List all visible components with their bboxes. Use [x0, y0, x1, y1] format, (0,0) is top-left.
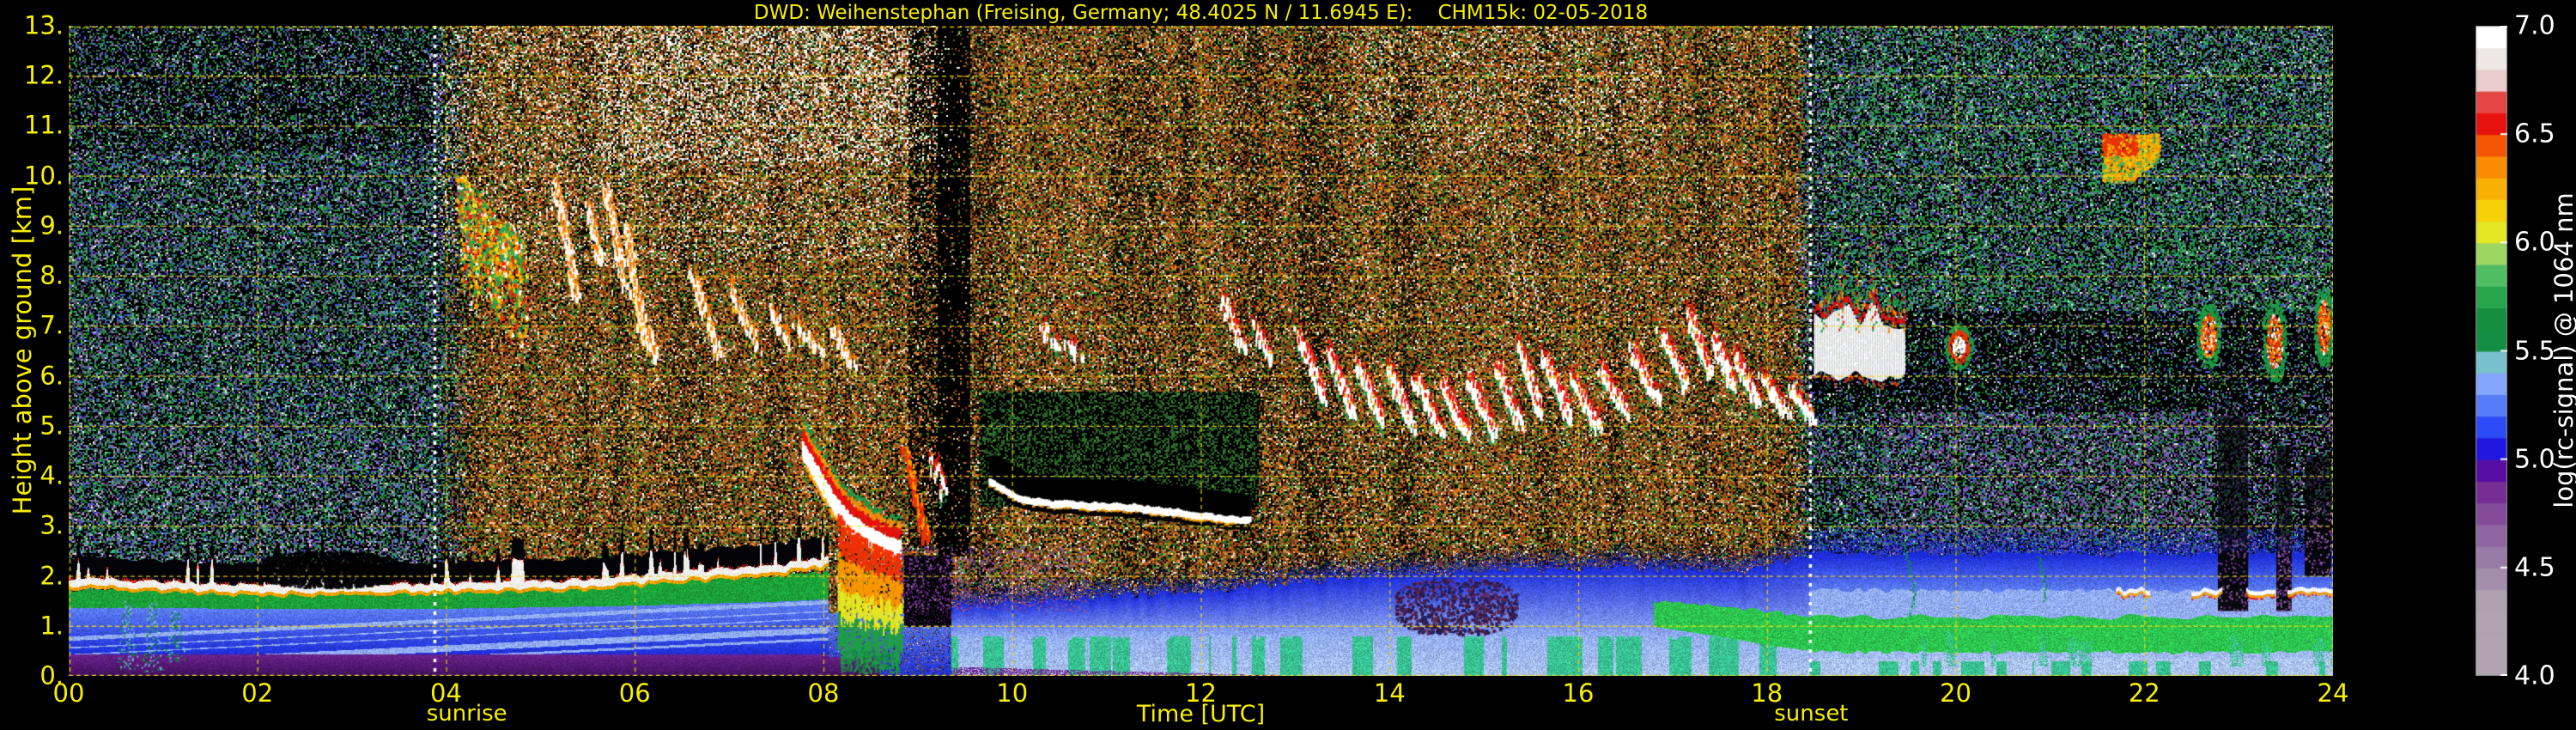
x-tick-label: 20 — [1940, 678, 1971, 708]
colorbar-tick-label: 5.5 — [2514, 336, 2555, 366]
y-tick-label: 1. — [39, 611, 64, 641]
x-tick-label: 12 — [1185, 678, 1217, 708]
x-tick-label: 18 — [1751, 678, 1783, 708]
x-tick-label: 04 — [430, 678, 462, 708]
colorbar-tick-label: 5.0 — [2514, 444, 2555, 475]
sunset-annotation: sunset — [1774, 701, 1849, 727]
x-tick-label: 00 — [52, 678, 85, 708]
y-tick-label: 12. — [23, 60, 64, 90]
plot-title: DWD: Weihenstephan (Freising, Germany; 4… — [753, 2, 1649, 24]
x-tick-label: 08 — [807, 678, 840, 708]
y-tick-label: 6. — [39, 360, 64, 390]
y-tick-label: 0. — [39, 660, 64, 690]
x-tick-label: 22 — [2128, 678, 2160, 708]
y-tick-label: 2. — [39, 560, 64, 590]
colorbar — [2476, 26, 2507, 676]
colorbar-tick-label: 4.5 — [2514, 552, 2555, 583]
sunrise-annotation: sunrise — [426, 701, 507, 727]
y-tick-label: 8. — [39, 260, 64, 290]
colorbar-tick-label: 6.0 — [2514, 227, 2555, 258]
y-tick-label: 5. — [39, 411, 64, 441]
x-tick-label: 24 — [2317, 678, 2349, 708]
colorbar-tick-label: 4.0 — [2514, 660, 2555, 691]
y-tick-label: 10. — [23, 161, 64, 191]
y-tick-label: 3. — [39, 510, 64, 540]
ceilometer-heatmap — [69, 26, 2333, 676]
colorbar-tick-label: 7.0 — [2514, 10, 2555, 41]
y-axis-title: Height above ground [km] — [8, 186, 37, 515]
x-tick-label: 14 — [1373, 678, 1406, 708]
y-tick-label: 13. — [23, 10, 64, 40]
y-tick-label: 4. — [39, 460, 64, 490]
y-tick-label: 7. — [39, 310, 64, 340]
x-tick-label: 02 — [241, 678, 274, 708]
y-tick-label: 9. — [39, 210, 64, 240]
colorbar-tick-label: 6.5 — [2514, 119, 2555, 149]
y-tick-label: 11. — [23, 110, 64, 140]
x-tick-label: 06 — [618, 678, 651, 708]
x-tick-label: 10 — [996, 678, 1029, 708]
x-tick-label: 16 — [1562, 678, 1595, 708]
x-axis-title: Time [UTC] — [1136, 701, 1266, 727]
